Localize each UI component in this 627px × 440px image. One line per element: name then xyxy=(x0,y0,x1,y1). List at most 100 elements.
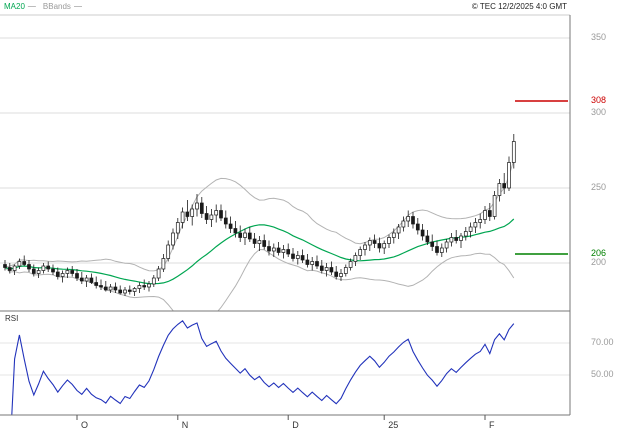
candle-body xyxy=(339,273,343,277)
candle-body xyxy=(396,226,401,234)
ma20-legend-item: MA20 — xyxy=(4,2,36,11)
rsi-tick-label: 70.00 xyxy=(591,337,614,347)
candle-body xyxy=(243,232,247,238)
ma20-legend-swatch: — xyxy=(27,2,36,11)
candle-body xyxy=(84,277,89,282)
candle-body xyxy=(99,285,103,288)
candle-body xyxy=(377,243,382,249)
candle-body xyxy=(358,249,363,256)
candle-body xyxy=(247,232,252,240)
candle-body xyxy=(142,285,147,288)
candle-body xyxy=(214,210,219,216)
candle-body xyxy=(372,240,377,244)
candle-body xyxy=(463,231,468,237)
support-label: 206 xyxy=(591,248,607,258)
candle-body xyxy=(65,270,70,274)
candle-body xyxy=(444,241,449,249)
candle-body xyxy=(228,223,233,229)
candle-body xyxy=(415,223,420,231)
candle-body xyxy=(60,273,65,277)
candle-body xyxy=(132,288,137,292)
candle-body xyxy=(22,261,27,265)
rsi-panel-label: RSI xyxy=(5,314,19,323)
candle-body xyxy=(55,271,60,277)
candle-body xyxy=(310,261,315,265)
candle-body xyxy=(319,265,324,271)
candle-body xyxy=(118,289,123,294)
month-label: O xyxy=(81,420,89,430)
candle-body xyxy=(329,267,334,273)
rsi-line xyxy=(11,320,515,415)
candle-body xyxy=(286,249,291,255)
candle-body xyxy=(161,258,166,270)
candle-body xyxy=(70,270,75,274)
candle-body xyxy=(473,222,478,228)
candle-body xyxy=(411,216,415,225)
candle-body xyxy=(276,247,281,253)
candle-body xyxy=(223,217,228,225)
candle-body xyxy=(449,237,454,243)
candle-body xyxy=(502,183,507,189)
candle-body xyxy=(483,210,487,220)
candle-body xyxy=(199,202,204,214)
candle-body xyxy=(127,289,132,292)
candle-body xyxy=(363,244,367,250)
candle-body xyxy=(267,246,271,252)
candle-body xyxy=(238,232,243,238)
month-label: F xyxy=(489,420,495,430)
candle-body xyxy=(27,264,31,270)
candle-body xyxy=(3,264,7,268)
resistance-label: 308 xyxy=(591,95,607,105)
price-tick-label: 350 xyxy=(591,32,607,42)
candle-body xyxy=(103,286,108,291)
candle-body xyxy=(382,243,387,249)
candle-body xyxy=(94,282,99,286)
candle-body xyxy=(353,255,358,262)
candle-body xyxy=(459,235,463,241)
candle-body xyxy=(51,268,55,273)
bbands-legend-label: BBands xyxy=(42,2,71,11)
candle-body xyxy=(190,208,195,217)
bbands-legend-item: BBands — xyxy=(43,2,82,11)
candle-body xyxy=(430,241,435,247)
price-tick-label: 200 xyxy=(591,257,607,267)
indicator-legend: MA20 — BBands — xyxy=(4,2,82,11)
bbands-legend-swatch: — xyxy=(73,2,82,11)
candle-body xyxy=(257,240,262,244)
candle-body xyxy=(156,268,161,279)
candle-body xyxy=(195,202,199,210)
candle-body xyxy=(334,271,339,277)
candle-body xyxy=(123,289,127,294)
candle-body xyxy=(175,222,180,234)
candle-body xyxy=(387,237,391,244)
candle-body xyxy=(79,277,84,282)
ma20-line xyxy=(4,218,515,285)
ma20-legend-label: MA20 xyxy=(4,2,25,11)
candle-body xyxy=(151,277,156,285)
price-tick-label: 300 xyxy=(591,107,607,117)
candle-body xyxy=(305,259,310,265)
price-tick-label: 250 xyxy=(591,182,607,192)
month-label: N xyxy=(181,420,189,430)
candle-body xyxy=(204,213,209,220)
rsi-tick-label: 50.00 xyxy=(591,369,614,379)
candle-body xyxy=(41,265,46,271)
candle-body xyxy=(252,238,257,244)
candle-body xyxy=(468,226,473,232)
candle-body xyxy=(12,265,17,271)
candle-body xyxy=(89,277,94,283)
bollinger-upper-line xyxy=(4,159,515,272)
candle-body xyxy=(425,235,430,243)
candle-body xyxy=(315,261,319,267)
candle-body xyxy=(137,285,142,289)
candle-body xyxy=(487,210,492,217)
candle-body xyxy=(166,244,171,259)
candle-body xyxy=(348,261,353,268)
candle-body xyxy=(75,273,79,279)
candle-body xyxy=(391,232,396,238)
candles-group xyxy=(3,134,516,296)
candle-body xyxy=(36,270,41,274)
candle-body xyxy=(46,265,51,270)
